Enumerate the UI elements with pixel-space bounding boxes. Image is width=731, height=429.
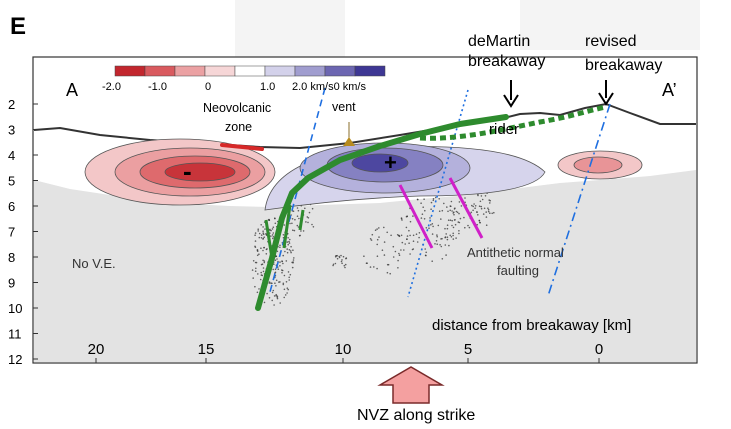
neovolcanic-label-line1: Neovolcanic: [203, 101, 271, 115]
colorbar-swatch: [295, 66, 325, 76]
revised-label-line1: revised: [585, 33, 637, 50]
colorbar-swatch: [325, 66, 355, 76]
colorbar-swatch: [205, 66, 235, 76]
rider-label: rider: [489, 121, 519, 138]
distance-tick-label: 10: [335, 341, 352, 358]
antithetic-label-line2: faulting: [497, 263, 539, 278]
colorbar-tick-label: 0: [205, 81, 211, 93]
nvz-up-arrow-icon: [380, 367, 442, 403]
depth-tick-label: 9: [8, 276, 15, 291]
revised-label-line2: breakaway: [585, 57, 662, 74]
section-start-label: A: [66, 80, 78, 100]
neovolcanic-label-line2: zone: [225, 120, 252, 134]
demartin-label-line1: deMartin: [468, 33, 530, 50]
plus-sign: +: [384, 150, 397, 175]
colorbar-tick-label: 1.0: [260, 81, 275, 93]
colorbar-tick-label: -1.0: [148, 81, 167, 93]
colorbar-swatch: [265, 66, 295, 76]
colorbar-swatch: [175, 66, 205, 76]
depth-tick-label: 4: [8, 148, 15, 163]
depth-tick-label: 2: [8, 97, 15, 112]
distance-tick-label: 15: [198, 341, 215, 358]
minus-sign: -: [183, 156, 192, 186]
colorbar-swatch: [355, 66, 385, 76]
depth-tick-label: 7: [8, 225, 15, 240]
depth-tick-label: 6: [8, 199, 15, 214]
distance-tick-label: 20: [88, 341, 105, 358]
distance-tick-label: 5: [464, 341, 472, 358]
depth-tick-label: 11: [8, 327, 22, 342]
colorbar-swatch: [115, 66, 145, 76]
nvz-label: NVZ along strike: [357, 407, 475, 424]
colorbar-swatch: [145, 66, 175, 76]
colorbar-tick-label: 2.0 km/s0 km/s: [292, 81, 366, 93]
antithetic-label-line1: Antithetic normal: [467, 245, 564, 260]
depth-tick-label: 3: [8, 123, 15, 138]
panel-label: E: [10, 13, 26, 40]
distance-tick-label: 0: [595, 341, 603, 358]
depth-tick-label: 12: [8, 352, 22, 367]
depth-tick-label: 8: [8, 250, 15, 265]
vent-label: vent: [332, 100, 356, 114]
no-ve-label: No V.E.: [72, 256, 116, 271]
depth-tick-label: 10: [8, 301, 22, 316]
negative-anomaly-small: [558, 151, 642, 179]
demartin-label-line2: breakaway: [468, 53, 545, 70]
colorbar-tick-label: -2.0: [102, 81, 121, 93]
colorbar-swatch: [235, 66, 265, 76]
section-end-label: A’: [662, 80, 677, 100]
depth-tick-label: 5: [8, 174, 15, 189]
distance-axis-label: distance from breakaway [km]: [432, 317, 631, 334]
